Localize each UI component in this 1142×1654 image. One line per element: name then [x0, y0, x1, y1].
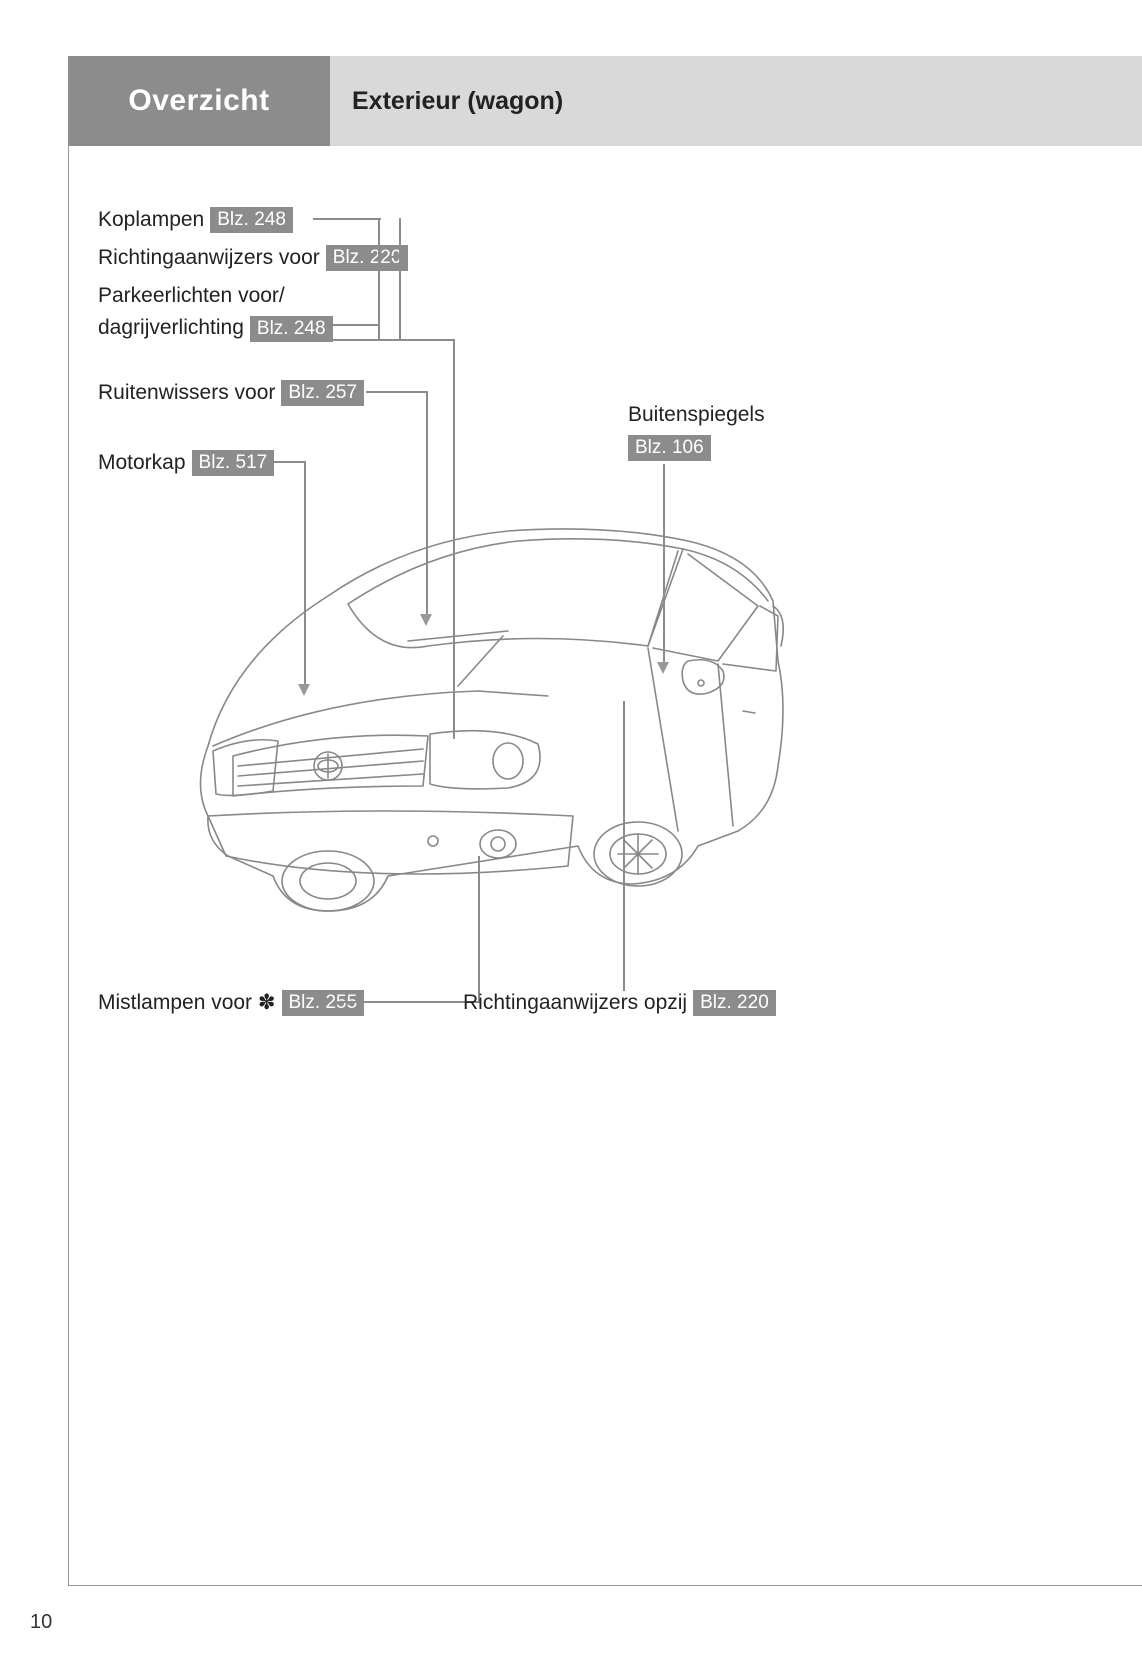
header-tab: Overzicht — [68, 56, 330, 146]
side-indicators-ref[interactable]: Blz. 220 — [693, 990, 776, 1016]
fog-lights-label: Mistlampen voor ✽ — [98, 989, 276, 1017]
leader-line — [663, 464, 665, 664]
leader-line — [478, 856, 480, 1002]
page-header: Overzicht Exterieur (wagon) — [68, 56, 1142, 146]
parking-lights-ref[interactable]: Blz. 248 — [250, 316, 333, 342]
callout-parking-lights: Parkeerlichten voor/ dagrijverlichting B… — [98, 282, 333, 343]
fog-lights-ref[interactable]: Blz. 255 — [282, 990, 365, 1016]
car-illustration — [178, 486, 798, 926]
arrow-icon — [657, 662, 669, 674]
callout-side-indicators: Richtingaanwijzers opzij Blz. 220 — [463, 989, 776, 1017]
leader-line — [304, 461, 306, 686]
leader-line — [266, 461, 306, 463]
section-title: Exterieur (wagon) — [352, 87, 563, 116]
front-indicators-label: Richtingaanwijzers voor — [98, 244, 320, 272]
callout-mirrors: Buitenspiegels Blz. 106 — [628, 401, 765, 461]
headlights-label: Koplampen — [98, 206, 204, 234]
content-area: Koplampen Blz. 248 Richtingaanwijzers vo… — [68, 146, 1142, 1586]
tab-title: Overzicht — [128, 84, 269, 118]
leader-line — [453, 339, 455, 739]
leader-line — [399, 339, 454, 341]
callout-fog-lights: Mistlampen voor ✽ Blz. 255 — [98, 989, 364, 1017]
mirrors-label: Buitenspiegels — [628, 401, 765, 429]
leader-line — [338, 1001, 480, 1003]
arrow-icon — [420, 614, 432, 626]
front-wipers-label: Ruitenwissers voor — [98, 379, 275, 407]
bracket-line — [313, 339, 401, 341]
bracket-line — [399, 218, 401, 340]
leader-line — [426, 391, 428, 616]
callout-headlights: Koplampen Blz. 248 — [98, 206, 293, 234]
front-indicators-ref[interactable]: Blz. 220 — [326, 245, 409, 271]
hood-ref[interactable]: Blz. 517 — [192, 450, 275, 476]
leader-line — [366, 391, 428, 393]
hood-label: Motorkap — [98, 449, 186, 477]
front-wipers-ref[interactable]: Blz. 257 — [281, 380, 364, 406]
arrow-icon — [298, 684, 310, 696]
side-indicators-label: Richtingaanwijzers opzij — [463, 989, 687, 1017]
page-number: 10 — [30, 1611, 52, 1634]
bracket-line — [313, 218, 381, 220]
bracket-line — [333, 324, 380, 326]
headlights-ref[interactable]: Blz. 248 — [210, 207, 293, 233]
parking-lights-label-1: Parkeerlichten voor/ — [98, 282, 333, 310]
callout-front-indicators: Richtingaanwijzers voor Blz. 220 — [98, 244, 408, 272]
parking-lights-label-2: dagrijverlichting — [98, 314, 244, 342]
callout-hood: Motorkap Blz. 517 — [98, 449, 274, 477]
mirrors-ref[interactable]: Blz. 106 — [628, 435, 711, 461]
leader-line — [623, 701, 625, 991]
callout-front-wipers: Ruitenwissers voor Blz. 257 — [98, 379, 364, 407]
bracket-line — [378, 218, 380, 340]
